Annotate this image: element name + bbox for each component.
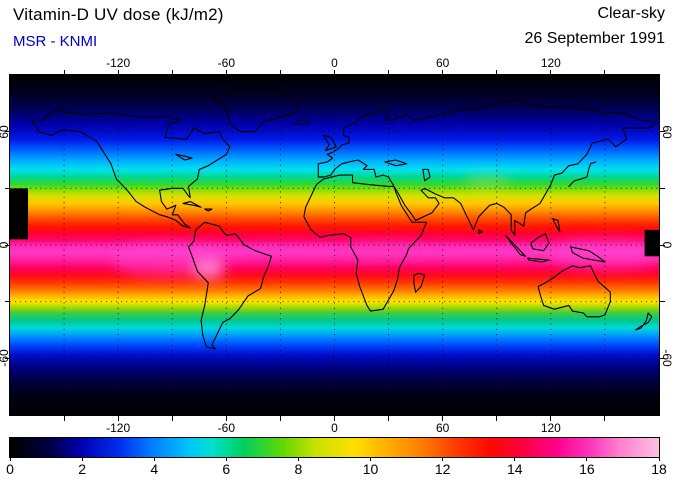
lat-tick xyxy=(660,357,665,359)
colorbar-tick xyxy=(297,458,299,461)
colorbar-tick-label: 6 xyxy=(222,461,231,477)
lon-axis-label: -120 xyxy=(106,421,131,435)
lat-tick xyxy=(660,301,665,303)
data-gap-left xyxy=(10,188,29,240)
lon-axis-label: 120 xyxy=(540,56,561,70)
lon-tick xyxy=(334,416,335,421)
world-map xyxy=(9,74,660,416)
coastlines xyxy=(31,89,658,350)
data-gap-right xyxy=(644,229,659,257)
colorbar-tick-label: 12 xyxy=(434,461,451,477)
colorbar-tick xyxy=(370,458,372,461)
lon-tick xyxy=(279,416,281,421)
colorbar-tick-label: 8 xyxy=(294,461,303,477)
colorbar-tick-label: 4 xyxy=(150,461,159,477)
lat-tick xyxy=(660,187,665,189)
lon-axis-label: 60 xyxy=(435,421,450,435)
lon-tick xyxy=(550,416,552,421)
lat-axis-label: 0 xyxy=(660,241,674,249)
colorbar-tick xyxy=(586,458,588,461)
colorbar-tick xyxy=(153,458,155,461)
page-title: Vitamin-D UV dose (kJ/m2) xyxy=(13,5,224,24)
lon-tick xyxy=(63,416,65,421)
lat-axis-label: 60 xyxy=(660,124,674,139)
colorbar-tick xyxy=(442,458,444,461)
colorbar xyxy=(9,437,660,458)
lat-tick xyxy=(660,244,665,246)
lon-tick xyxy=(388,416,390,421)
graticule-grid xyxy=(10,75,659,415)
header-right: Clear-sky 26 September 1991 xyxy=(524,5,665,48)
lon-axis-label: 120 xyxy=(540,421,561,435)
lon-axis-label: 0 xyxy=(331,421,338,435)
lat-tick xyxy=(660,131,665,133)
date-label: 26 September 1991 xyxy=(524,30,665,47)
lon-tick xyxy=(171,416,173,421)
colorbar-tick-label: 10 xyxy=(362,461,379,477)
lat-axis-label: -60 xyxy=(660,349,674,367)
colorbar-tick xyxy=(225,458,227,461)
colorbar-tick-label: 0 xyxy=(6,461,14,477)
lon-tick xyxy=(496,416,498,421)
lon-tick xyxy=(225,416,227,421)
colorbar-tick-label: 18 xyxy=(651,461,667,477)
colorbar-tick-label: 2 xyxy=(78,461,87,477)
lon-axis-label: 0 xyxy=(331,56,338,70)
lon-tick xyxy=(117,416,119,421)
data-source-label: MSR - KNMI xyxy=(13,33,98,50)
colorbar-tick xyxy=(9,458,11,461)
lon-axis-label: -60 xyxy=(217,56,235,70)
colorbar-tick-label: 16 xyxy=(579,461,595,477)
sky-condition-label: Clear-sky xyxy=(597,5,665,22)
colorbar-tick xyxy=(81,458,83,461)
colorbar-tick xyxy=(658,458,660,461)
colorbar-tick xyxy=(514,458,516,461)
lon-axis-label: -120 xyxy=(106,56,131,70)
lon-axis-label: -60 xyxy=(217,421,235,435)
lon-axis-label: 60 xyxy=(435,56,450,70)
lon-tick xyxy=(442,416,444,421)
uv-dose-heatmap xyxy=(10,75,659,415)
uv-hotspot-patches xyxy=(110,175,659,279)
header-left: Vitamin-D UV dose (kJ/m2) MSR - KNMI xyxy=(13,5,224,50)
colorbar-tick-label: 14 xyxy=(506,461,523,477)
lon-tick xyxy=(604,416,606,421)
